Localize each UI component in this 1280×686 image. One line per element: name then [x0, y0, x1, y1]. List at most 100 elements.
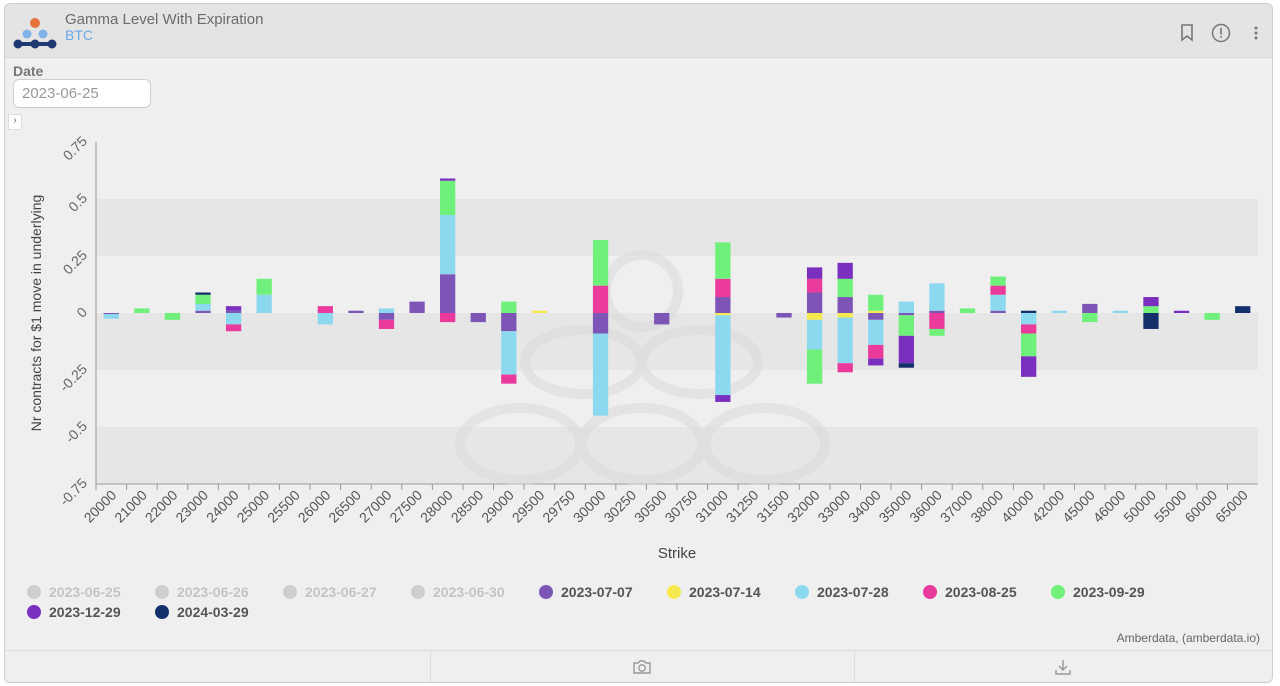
legend-swatch: [155, 605, 169, 619]
bar-segment-2023-07-28-25000: [256, 294, 272, 313]
bar-segment-2023-07-28-46000: [1112, 310, 1129, 313]
bookmark-icon[interactable]: [1176, 22, 1198, 44]
bar-segment-2023-08-25-30000: [592, 285, 609, 313]
camera-button[interactable]: [430, 651, 855, 682]
bar-segment-2024-03-29-65000: [1235, 306, 1251, 313]
x-tick-label: 45000: [1059, 487, 1098, 526]
bar-segment-2023-09-29-35000: [898, 315, 914, 336]
bar-segment-2023-09-29-31000: [715, 242, 731, 279]
x-tick-label: 29750: [539, 487, 578, 526]
bar-segment-2023-09-29-33000: [837, 278, 853, 298]
x-tick-label: 22000: [142, 487, 181, 526]
legend-label: 2023-06-30: [433, 584, 505, 600]
y-tick-label: 0.75: [60, 133, 91, 164]
bar-segment-2023-07-28-29000: [501, 331, 517, 375]
bar-segment-2023-07-14-31000: [715, 313, 731, 316]
bar-segment-2023-07-14-34000: [868, 310, 884, 313]
x-tick-label: 65000: [1212, 487, 1251, 526]
x-tick-label: 40000: [998, 487, 1037, 526]
legend-swatch: [27, 585, 41, 599]
bar-segment-2023-07-07-38000: [990, 310, 1006, 313]
bar-segment-2023-09-29-30000: [592, 240, 609, 286]
bar-segment-2023-07-07-20000: [103, 313, 119, 315]
y-tick-label: -0.5: [62, 418, 91, 447]
x-tick-label: 36000: [906, 487, 945, 526]
x-tick-label: 55000: [1151, 487, 1190, 526]
amberdata-logo: [13, 18, 57, 49]
legend-item-2023-08-25[interactable]: 2023-08-25: [923, 584, 1017, 600]
bar-segment-2023-07-28-31000: [715, 315, 731, 396]
download-button[interactable]: [854, 651, 1272, 682]
bar-segment-2023-07-07-31000: [715, 297, 731, 313]
bar-segment-2023-09-29-21000: [134, 308, 150, 313]
watermark-logo: [455, 250, 830, 485]
bar-segment-2023-07-07-26500: [348, 310, 364, 313]
legend-item-2024-03-29[interactable]: 2024-03-29: [155, 604, 249, 620]
legend-label: 2023-12-29: [49, 604, 121, 620]
x-tick-label: 27500: [386, 487, 425, 526]
bar-segment-2023-12-29-31000: [715, 395, 731, 402]
bar-segment-2023-09-29-60000: [1204, 313, 1220, 320]
x-tick-label: 31500: [753, 487, 792, 526]
x-tick-label: 30250: [600, 487, 639, 526]
legend-item-2023-07-14[interactable]: 2023-07-14: [667, 584, 761, 600]
x-tick-label: 46000: [1090, 487, 1129, 526]
x-tick-label: 37000: [937, 487, 976, 526]
bar-segment-2023-07-07-34000: [868, 313, 884, 320]
legend-label: 2023-08-25: [945, 584, 1017, 600]
date-label: Date: [13, 63, 44, 79]
bar-segment-2023-08-25-29000: [501, 374, 517, 384]
chart-subtitle: BTC: [65, 27, 93, 43]
y-tick-label: 0: [73, 304, 90, 321]
legend-swatch: [795, 585, 809, 599]
legend-item-2023-06-25[interactable]: 2023-06-25: [27, 584, 121, 600]
legend-item-2023-06-27[interactable]: 2023-06-27: [283, 584, 377, 600]
legend-item-2023-07-07[interactable]: 2023-07-07: [539, 584, 633, 600]
info-icon[interactable]: [1210, 22, 1232, 44]
bar-segment-2023-08-25-27000: [378, 319, 395, 329]
x-axis-label: Strike: [658, 545, 696, 562]
bar-segment-2023-07-07-33000: [837, 297, 853, 313]
legend-item-2023-06-30[interactable]: 2023-06-30: [411, 584, 505, 600]
x-tick-label: 21000: [111, 487, 150, 526]
legend-swatch: [155, 585, 169, 599]
bar-segment-2023-07-07-24000: [225, 310, 242, 313]
bar-segment-2023-12-29-55000: [1173, 310, 1190, 313]
legend-label: 2023-07-28: [817, 584, 889, 600]
legend-item-2023-12-29[interactable]: 2023-12-29: [27, 604, 121, 620]
more-vertical-icon[interactable]: [1245, 22, 1267, 44]
bar-segment-2023-07-28-30000: [592, 333, 609, 416]
bar-segment-2023-09-29-32000: [806, 349, 823, 384]
camera-icon: [633, 660, 651, 674]
x-tick-label: 60000: [1181, 487, 1220, 526]
x-tick-label: 30750: [662, 487, 701, 526]
bar-segment-2023-07-07-30500: [654, 313, 670, 325]
bar-segment-2023-07-28-26000: [317, 313, 333, 325]
bar-segment-2023-09-29-23000: [195, 294, 211, 304]
chart-credit: Amberdata, (amberdata.io): [1116, 631, 1260, 645]
expand-toggle[interactable]: ›: [8, 114, 22, 130]
date-input[interactable]: [13, 79, 151, 108]
x-tick-label: 31000: [692, 487, 731, 526]
bar-segment-2023-07-07-29000: [501, 313, 517, 332]
legend-swatch: [411, 585, 425, 599]
x-tick-label: 42000: [1029, 487, 1068, 526]
bar-segment-2023-07-28-40000: [1021, 313, 1037, 325]
card-footer: [5, 650, 1272, 682]
bar-segment-2024-03-29-23000: [195, 292, 211, 295]
bar-segment-2023-09-29-29000: [501, 301, 517, 313]
bar-segment-2023-07-28-27000: [378, 308, 395, 313]
bar-segment-2023-07-14-33000: [837, 313, 853, 318]
legend-item-2023-09-29[interactable]: 2023-09-29: [1051, 584, 1145, 600]
bar-segment-2023-12-29-50000: [1143, 297, 1159, 307]
footer-section-left: [5, 651, 431, 682]
bar-segment-2023-12-29-35000: [898, 335, 914, 364]
bar-segment-2023-09-29-22000: [164, 313, 181, 320]
chart-title: Gamma Level With Expiration: [65, 11, 264, 28]
legend-item-2023-06-26[interactable]: 2023-06-26: [155, 584, 249, 600]
legend-item-2023-07-28[interactable]: 2023-07-28: [795, 584, 889, 600]
legend-label: 2023-06-27: [305, 584, 377, 600]
bar-segment-2023-07-07-28000: [440, 274, 456, 313]
x-tick-label: 31250: [723, 487, 762, 526]
bar-segment-2023-09-29-25000: [256, 278, 272, 295]
